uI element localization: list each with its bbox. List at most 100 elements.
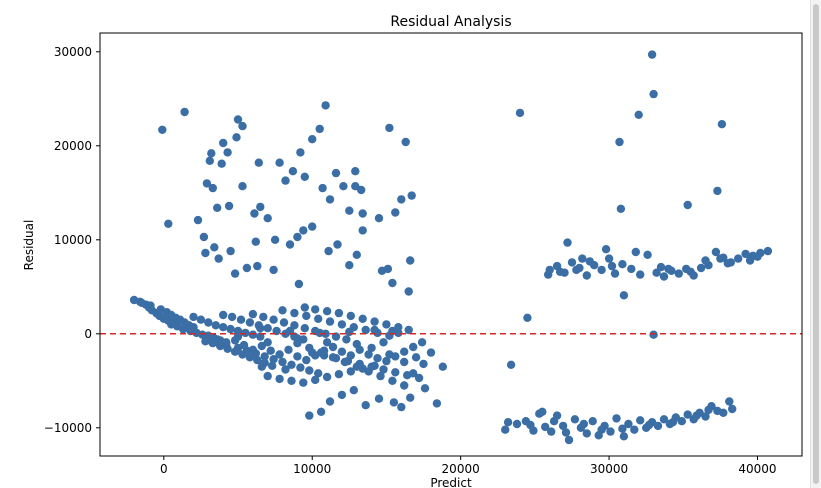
data-point: [643, 250, 652, 259]
data-point: [612, 414, 621, 423]
data-point: [677, 417, 686, 426]
data-point: [256, 324, 265, 333]
x-tick-label: 20000: [442, 462, 480, 476]
data-point: [321, 101, 330, 110]
data-point: [538, 407, 547, 416]
data-point: [649, 330, 658, 339]
data-point: [572, 265, 581, 275]
data-point: [719, 408, 728, 417]
data-point: [284, 345, 293, 354]
data-point: [523, 313, 532, 322]
data-point: [146, 301, 155, 310]
data-point: [619, 432, 629, 441]
data-point: [501, 425, 510, 434]
data-point: [432, 399, 442, 408]
data-point: [624, 419, 633, 429]
data-point: [299, 378, 308, 387]
data-point: [290, 308, 299, 318]
data-point: [269, 315, 278, 324]
data-point: [636, 270, 645, 279]
data-point: [217, 159, 226, 168]
data-point: [322, 338, 332, 347]
data-point: [260, 352, 269, 361]
data-point: [281, 365, 290, 374]
data-point: [391, 352, 400, 361]
data-point: [382, 356, 391, 366]
data-point: [266, 346, 275, 355]
data-point: [723, 259, 732, 268]
data-point: [379, 338, 388, 347]
data-point: [219, 323, 228, 332]
data-point: [400, 347, 409, 356]
data-point: [325, 397, 335, 406]
data-point: [254, 158, 263, 167]
data-point: [352, 339, 361, 349]
data-point: [692, 411, 701, 420]
data-point: [337, 347, 347, 356]
data-point: [270, 235, 280, 244]
data-point: [232, 133, 241, 142]
data-point: [219, 310, 228, 320]
data-point: [364, 350, 373, 359]
data-point: [300, 303, 309, 312]
data-point: [204, 331, 213, 340]
data-point: [404, 325, 413, 335]
data-point: [346, 367, 355, 376]
data-point: [388, 278, 397, 288]
data-point: [619, 291, 629, 300]
data-point: [308, 135, 317, 144]
data-point: [248, 345, 258, 354]
data-point: [325, 195, 335, 204]
data-point: [302, 355, 311, 365]
data-point: [311, 375, 320, 385]
data-point: [358, 226, 367, 235]
data-point: [293, 352, 302, 361]
data-point: [287, 360, 296, 369]
data-point: [725, 397, 734, 406]
data-point: [278, 357, 287, 367]
data-point: [164, 219, 173, 228]
data-point: [647, 50, 657, 59]
data-point: [242, 263, 252, 273]
vertical-scrollbar[interactable]: [810, 0, 821, 488]
data-point: [753, 252, 762, 261]
data-point: [370, 317, 379, 326]
data-point: [674, 269, 683, 278]
y-tick-label: −10000: [44, 421, 92, 435]
data-point: [618, 260, 627, 269]
chart-title: Residual Analysis: [390, 14, 511, 30]
data-point: [417, 338, 427, 347]
data-point: [333, 240, 342, 249]
data-point: [400, 357, 409, 367]
data-point: [397, 195, 406, 204]
data-point: [397, 402, 406, 412]
data-point: [222, 339, 231, 349]
data-point: [419, 359, 428, 369]
data-point: [597, 265, 606, 275]
data-point: [409, 369, 418, 378]
data-point: [293, 334, 302, 343]
data-point: [219, 138, 228, 148]
data-point: [388, 376, 397, 385]
data-point: [269, 355, 278, 364]
x-tick-label: 0: [160, 462, 168, 476]
data-point: [728, 404, 737, 414]
data-point: [547, 427, 556, 436]
data-point: [351, 167, 360, 176]
data-point: [570, 415, 580, 424]
data-point: [324, 246, 333, 256]
data-point: [716, 254, 725, 263]
data-point: [275, 158, 284, 167]
scrollbar-thumb[interactable]: [813, 4, 819, 484]
axis-ticks: 0 10000 20000 30000 40000 −10000 0 10000 20000 30…: [44, 45, 777, 476]
data-point: [349, 386, 358, 395]
x-tick-label: 30000: [590, 462, 628, 476]
y-tick-label: 10000: [54, 233, 92, 247]
data-point: [201, 248, 210, 258]
data-point: [325, 317, 335, 326]
data-point: [374, 394, 384, 403]
data-point: [287, 376, 296, 385]
data-point: [278, 306, 287, 315]
data-point: [636, 416, 645, 425]
data-point: [512, 419, 522, 429]
